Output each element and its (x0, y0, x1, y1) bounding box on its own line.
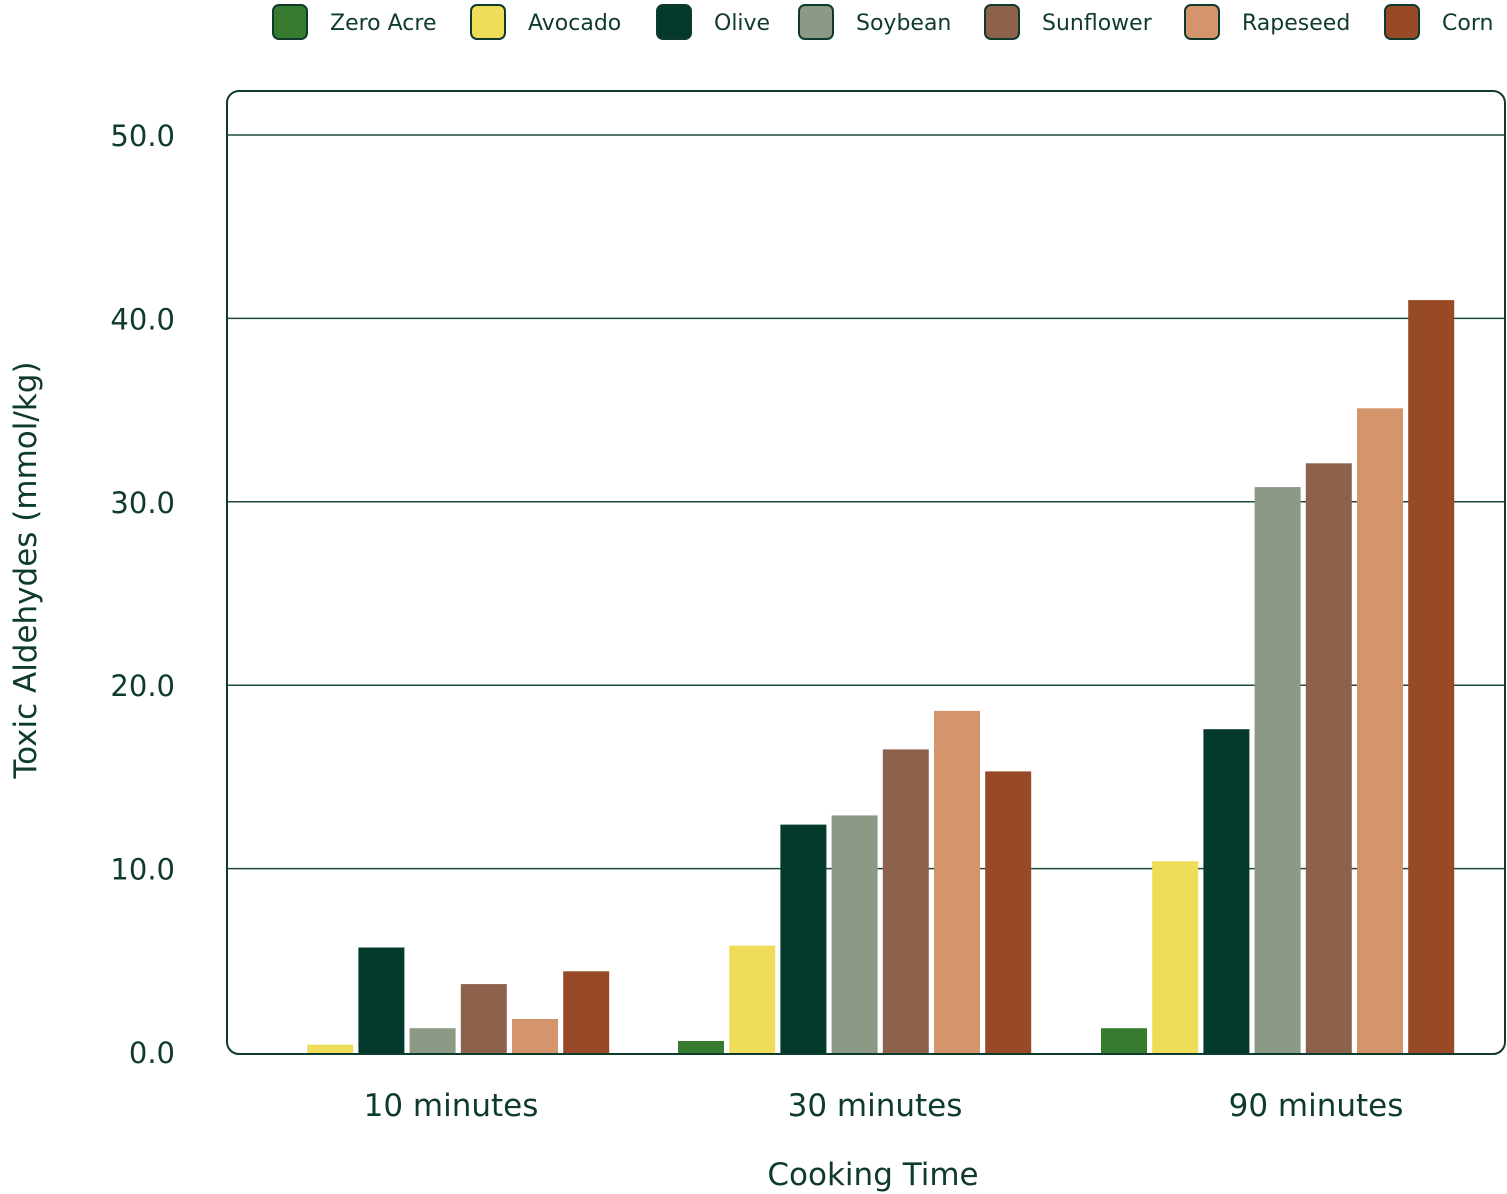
bar (307, 1044, 354, 1053)
y-tick-label: 50.0 (110, 119, 175, 153)
bar (678, 1041, 724, 1053)
y-tick-label: 10.0 (110, 853, 175, 887)
bar (1357, 408, 1403, 1053)
legend-label: Olive (714, 11, 771, 36)
bar (729, 945, 776, 1053)
bar (1305, 463, 1352, 1053)
x-tick-label: 90 minutes (1229, 1088, 1404, 1124)
legend-swatch (984, 4, 1020, 40)
bar (831, 815, 878, 1053)
bar (409, 1028, 456, 1053)
legend-swatch (470, 4, 506, 40)
bar (780, 824, 827, 1053)
bar (460, 984, 507, 1053)
bar (1254, 487, 1301, 1054)
legend-swatch (1384, 4, 1420, 40)
legend-label: Rapeseed (1242, 11, 1351, 36)
bars (307, 300, 1455, 1054)
y-tick-labels: 0.0 10.0 20.0 30.0 40.0 50.0 (110, 119, 175, 1070)
y-tick-label: 20.0 (110, 669, 175, 703)
bar (934, 710, 980, 1053)
y-tick-label: 0.0 (129, 1036, 175, 1070)
bar (882, 749, 929, 1053)
legend-label: Zero Acre (330, 11, 437, 36)
bar (1101, 1028, 1147, 1053)
legend-swatch (798, 4, 834, 40)
x-tick-label: 10 minutes (364, 1088, 539, 1124)
plot-frame (226, 90, 1506, 1055)
legend-swatch (1184, 4, 1220, 40)
bar (1203, 729, 1250, 1053)
bar (358, 947, 405, 1053)
legend-label: Corn (1442, 11, 1494, 36)
x-tick-labels: 10 minutes 30 minutes 90 minutes (364, 1088, 1404, 1124)
bar (563, 971, 610, 1053)
bar (512, 1019, 558, 1053)
legend-label: Avocado (528, 11, 622, 36)
bar (1408, 300, 1455, 1054)
legend-label: Sunflower (1042, 11, 1152, 36)
x-axis-label: Cooking Time (767, 1157, 978, 1193)
legend-swatch (656, 4, 692, 40)
x-tick-label: 30 minutes (788, 1088, 963, 1124)
bar (985, 771, 1032, 1053)
legend-label: Soybean (856, 11, 952, 36)
y-axis-label: Toxic Aldehydes (mmol/kg) (8, 361, 44, 779)
bar (1152, 861, 1199, 1053)
y-tick-label: 30.0 (110, 486, 175, 520)
legend-swatch (272, 4, 308, 40)
y-tick-label: 40.0 (110, 302, 175, 336)
